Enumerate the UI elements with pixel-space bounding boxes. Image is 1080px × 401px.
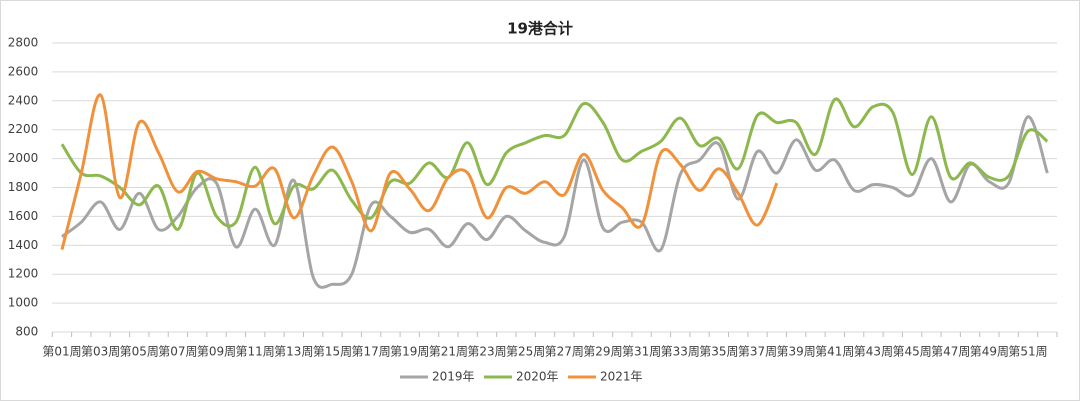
y-tick-label: 1400 [8, 238, 39, 252]
x-tick-label: 第49周 [970, 345, 1009, 359]
x-tick-label: 第09周 [197, 345, 236, 359]
x-tick-label: 第29周 [583, 345, 622, 359]
x-tick-label: 第03周 [81, 345, 120, 359]
chart-title: 19港合计 [507, 20, 573, 38]
x-tick-label: 第13周 [274, 345, 313, 359]
x-tick-label: 第01周 [42, 345, 81, 359]
series-line [60, 93, 779, 251]
x-tick-label: 第31周 [622, 345, 661, 359]
x-tick-label: 第15周 [313, 345, 352, 359]
y-tick-label: 2200 [8, 122, 39, 136]
x-tick-label: 第39周 [777, 345, 816, 359]
x-tick-label: 第45周 [892, 345, 931, 359]
x-tick-label: 第21周 [429, 345, 468, 359]
series-line [60, 97, 1049, 231]
x-tick-label: 第11周 [236, 345, 275, 359]
series-line [61, 115, 1049, 289]
y-tick-label: 1600 [8, 209, 39, 223]
x-tick-label: 第23周 [467, 345, 506, 359]
x-tick-label: 第17周 [351, 345, 390, 359]
x-tick-label: 第41周 [815, 345, 854, 359]
x-tick-label: 第35周 [699, 345, 738, 359]
x-tick-label: 第19周 [390, 345, 429, 359]
x-tick-label: 第51周 [1008, 345, 1047, 359]
y-tick-label: 2000 [8, 151, 39, 165]
y-tick-label: 1800 [8, 180, 39, 194]
x-tick-label: 第27周 [545, 345, 584, 359]
x-tick-label: 第07周 [158, 345, 197, 359]
legend-label: 2021年 [600, 370, 643, 384]
legend-label: 2019年 [432, 370, 475, 384]
y-tick-label: 1200 [8, 267, 39, 281]
y-tick-label: 2400 [8, 93, 39, 107]
x-tick-label: 第05周 [120, 345, 159, 359]
x-tick-label: 第37周 [738, 345, 777, 359]
x-tick-label: 第43周 [854, 345, 893, 359]
legend-label: 2020年 [516, 370, 559, 384]
x-tick-label: 第25周 [506, 345, 545, 359]
x-tick-label: 第33周 [661, 345, 700, 359]
x-tick-label: 第47周 [931, 345, 970, 359]
y-tick-label: 1000 [8, 296, 39, 310]
y-tick-label: 800 [15, 325, 38, 339]
y-tick-label: 2800 [8, 36, 39, 50]
y-tick-label: 2600 [8, 64, 39, 78]
